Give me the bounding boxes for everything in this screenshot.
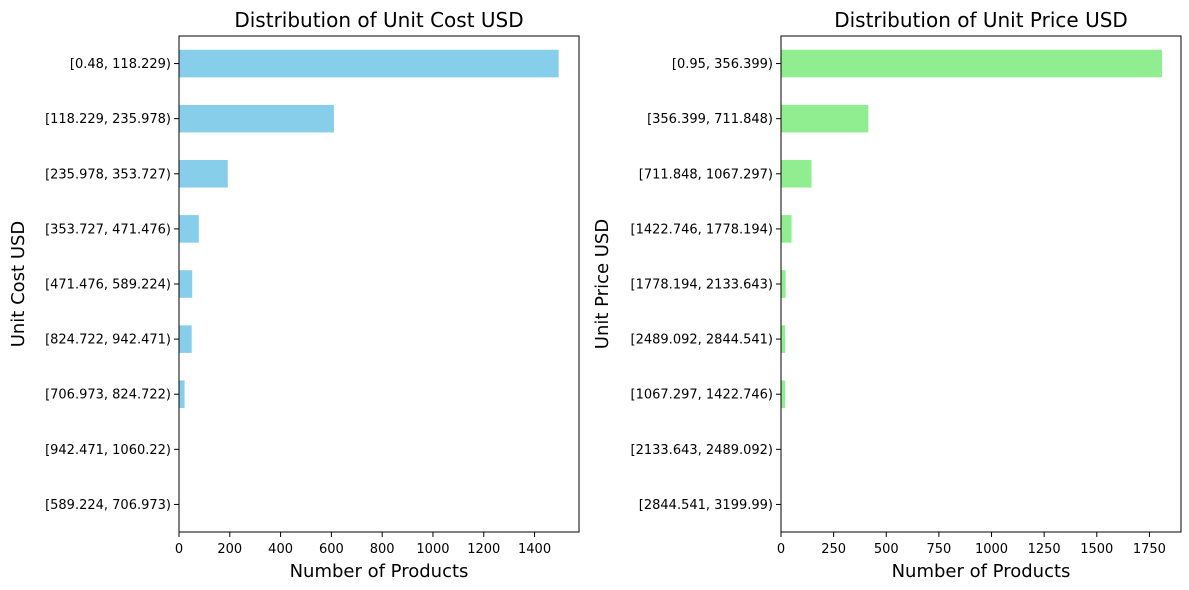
x-tick-label: 1000 (975, 542, 1008, 557)
x-tick-label: 1200 (467, 542, 500, 557)
bar (781, 215, 792, 243)
y-tick-label: [1067.297, 1422.746) (631, 388, 773, 403)
bar (179, 215, 199, 243)
y-tick-label: [942.471, 1060.22) (45, 443, 171, 458)
bar (179, 270, 193, 298)
bar (179, 380, 185, 408)
y-tick-label: [1778.194, 2133.643) (631, 278, 773, 293)
x-tick-label: 1750 (1133, 542, 1166, 557)
bar (781, 49, 1163, 78)
x-tick-label: 400 (268, 542, 293, 557)
y-tick-label: [235.978, 353.727) (45, 167, 171, 182)
x-tick-label: 1000 (416, 542, 449, 557)
bar (781, 104, 869, 133)
y-tick-label: [589.224, 706.973) (45, 498, 171, 513)
x-axis-label: Number of Products (892, 561, 1071, 582)
y-tick-label: [824.722, 942.471) (45, 333, 171, 348)
x-tick-label: 500 (874, 542, 899, 557)
bar (179, 325, 192, 353)
y-tick-label: [0.95, 356.399) (672, 57, 773, 72)
x-tick-label: 800 (370, 542, 395, 557)
x-tick-label: 1400 (518, 542, 551, 557)
x-tick-label: 0 (777, 542, 785, 557)
plot-frame (178, 35, 580, 533)
bar (179, 160, 228, 188)
y-tick-label: [471.476, 589.224) (45, 278, 171, 293)
bar (179, 104, 334, 133)
y-axis-label: Unit Price USD (592, 219, 613, 349)
y-tick-label: [0.48, 118.229) (70, 57, 171, 72)
y-tick-label: [2844.541, 3199.99) (639, 498, 773, 513)
y-tick-label: [2489.092, 2844.541) (631, 333, 773, 348)
x-tick-label: 1500 (1080, 542, 1113, 557)
bar (781, 270, 786, 298)
x-tick-label: 0 (175, 542, 183, 557)
y-tick-label: [2133.643, 2489.092) (631, 443, 773, 458)
chart-title: Distribution of Unit Cost USD (234, 8, 523, 32)
x-tick-label: 1250 (1028, 542, 1061, 557)
bar (781, 160, 812, 188)
y-tick-label: [711.848, 1067.297) (639, 167, 773, 182)
x-tick-label: 600 (319, 542, 344, 557)
x-tick-label: 200 (217, 542, 242, 557)
y-axis-label: Unit Cost USD (8, 221, 29, 348)
y-tick-label: [118.229, 235.978) (45, 112, 171, 127)
y-tick-label: [706.973, 824.722) (45, 388, 171, 403)
y-tick-label: [356.399, 711.848) (647, 112, 773, 127)
y-tick-label: [353.727, 471.476) (45, 222, 171, 237)
y-tick-label: [1422.746, 1778.194) (631, 222, 773, 237)
unit-cost-chart: Distribution of Unit Cost USD Number of … (8, 8, 580, 582)
x-axis-label: Number of Products (290, 561, 469, 582)
plot-frame (780, 35, 1182, 533)
x-tick-label: 250 (821, 542, 846, 557)
bar (781, 325, 786, 353)
x-tick-label: 750 (926, 542, 951, 557)
bar (179, 49, 559, 78)
bar (781, 380, 786, 408)
chart-title: Distribution of Unit Price USD (834, 8, 1128, 32)
unit-price-chart: Distribution of Unit Price USD Number of… (592, 8, 1182, 582)
